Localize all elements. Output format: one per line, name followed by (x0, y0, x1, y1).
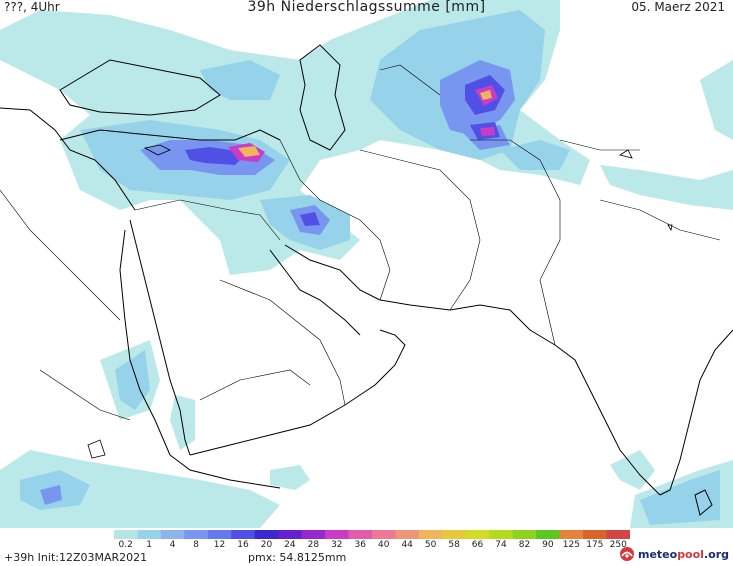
color-scale-tick-label: 20 (260, 540, 273, 550)
color-scale-segment (278, 530, 303, 539)
brand-name-tld: .org (703, 547, 729, 561)
color-scale-tick-label: 36 (354, 540, 366, 550)
color-scale-tick-label: 16 (237, 540, 249, 550)
color-scale-segment (489, 530, 514, 539)
precipitation-map (0, 0, 733, 528)
forecast-time-label: ???, 4Uhr (4, 0, 60, 14)
color-scale-tick-label: 58 (448, 540, 460, 550)
islands (87, 144, 673, 459)
color-scale-tick-label: 50 (424, 540, 437, 550)
color-scale-tick-label: 44 (401, 540, 413, 550)
color-scale-segment (348, 530, 373, 539)
color-scale-segment (207, 530, 232, 539)
color-scale-segment (583, 530, 608, 539)
coastline-and-borders (0, 44, 733, 516)
color-scale-segment (465, 530, 490, 539)
color-scale-segment (137, 530, 162, 539)
brand-name-accent: pool (677, 547, 704, 561)
brand-name-main: meteo (637, 547, 678, 561)
color-scale-segment (442, 530, 467, 539)
valid-date-label: 05. Maerz 2021 (631, 0, 725, 14)
color-scale-segment (301, 530, 326, 539)
color-scale-segment (512, 530, 537, 539)
color-scale-labels: 0.2 1 4 8 12 16 20 24 28 32 36 40 44 50 58 66 74 82 90 125 1… (0, 540, 733, 552)
color-scale-bar (114, 530, 630, 539)
color-scale-tick-label: 74 (495, 540, 507, 550)
color-scale-segment (372, 530, 396, 539)
color-scale-tick-label: 175 (586, 540, 604, 550)
color-scale-tick-label: 250 (609, 540, 627, 550)
color-scale-tick-label: 40 (377, 540, 390, 550)
color-scale-tick-label: 0.2 (118, 540, 133, 550)
color-scale-segment (418, 530, 443, 539)
color-scale-segment (325, 530, 350, 539)
color-scale-tick-label: 28 (307, 540, 320, 550)
color-scale-segment (160, 530, 185, 539)
max-precip-label: pmx: 54.8125mm (248, 551, 347, 564)
meteopool-logo-icon (619, 547, 634, 561)
color-scale-tick-label: 32 (331, 540, 343, 550)
color-scale-tick-label: 4 (169, 540, 176, 550)
color-scale-tick-label: 8 (193, 540, 199, 550)
color-scale-segment (254, 530, 279, 539)
color-scale-segment (536, 530, 561, 539)
brand-name: meteopool.org (638, 548, 729, 561)
color-scale-segment (559, 530, 584, 539)
map-title: 39h Niederschlagssumme [mm] (247, 0, 486, 15)
color-scale-segment (395, 530, 420, 539)
color-scale-segment (231, 530, 256, 539)
color-scale-tick-label: 12 (213, 540, 226, 550)
color-scale-segment (184, 530, 209, 539)
color-scale-tick-label: 82 (518, 540, 531, 550)
color-scale-tick-label: 66 (471, 540, 484, 550)
init-time-label: +39h Init:12Z03MAR2021 (4, 551, 148, 564)
color-scale-tick-label: 24 (284, 540, 296, 550)
color-scale-segment (114, 530, 138, 539)
color-scale-segment (606, 530, 630, 539)
color-scale-tick-label: 1 (146, 540, 153, 550)
color-scale-tick-label: 90 (542, 540, 554, 550)
brand-logo-link[interactable]: meteopool.org (619, 546, 729, 562)
precipitation-field (0, 0, 733, 528)
color-scale-tick-label: 125 (562, 540, 580, 550)
